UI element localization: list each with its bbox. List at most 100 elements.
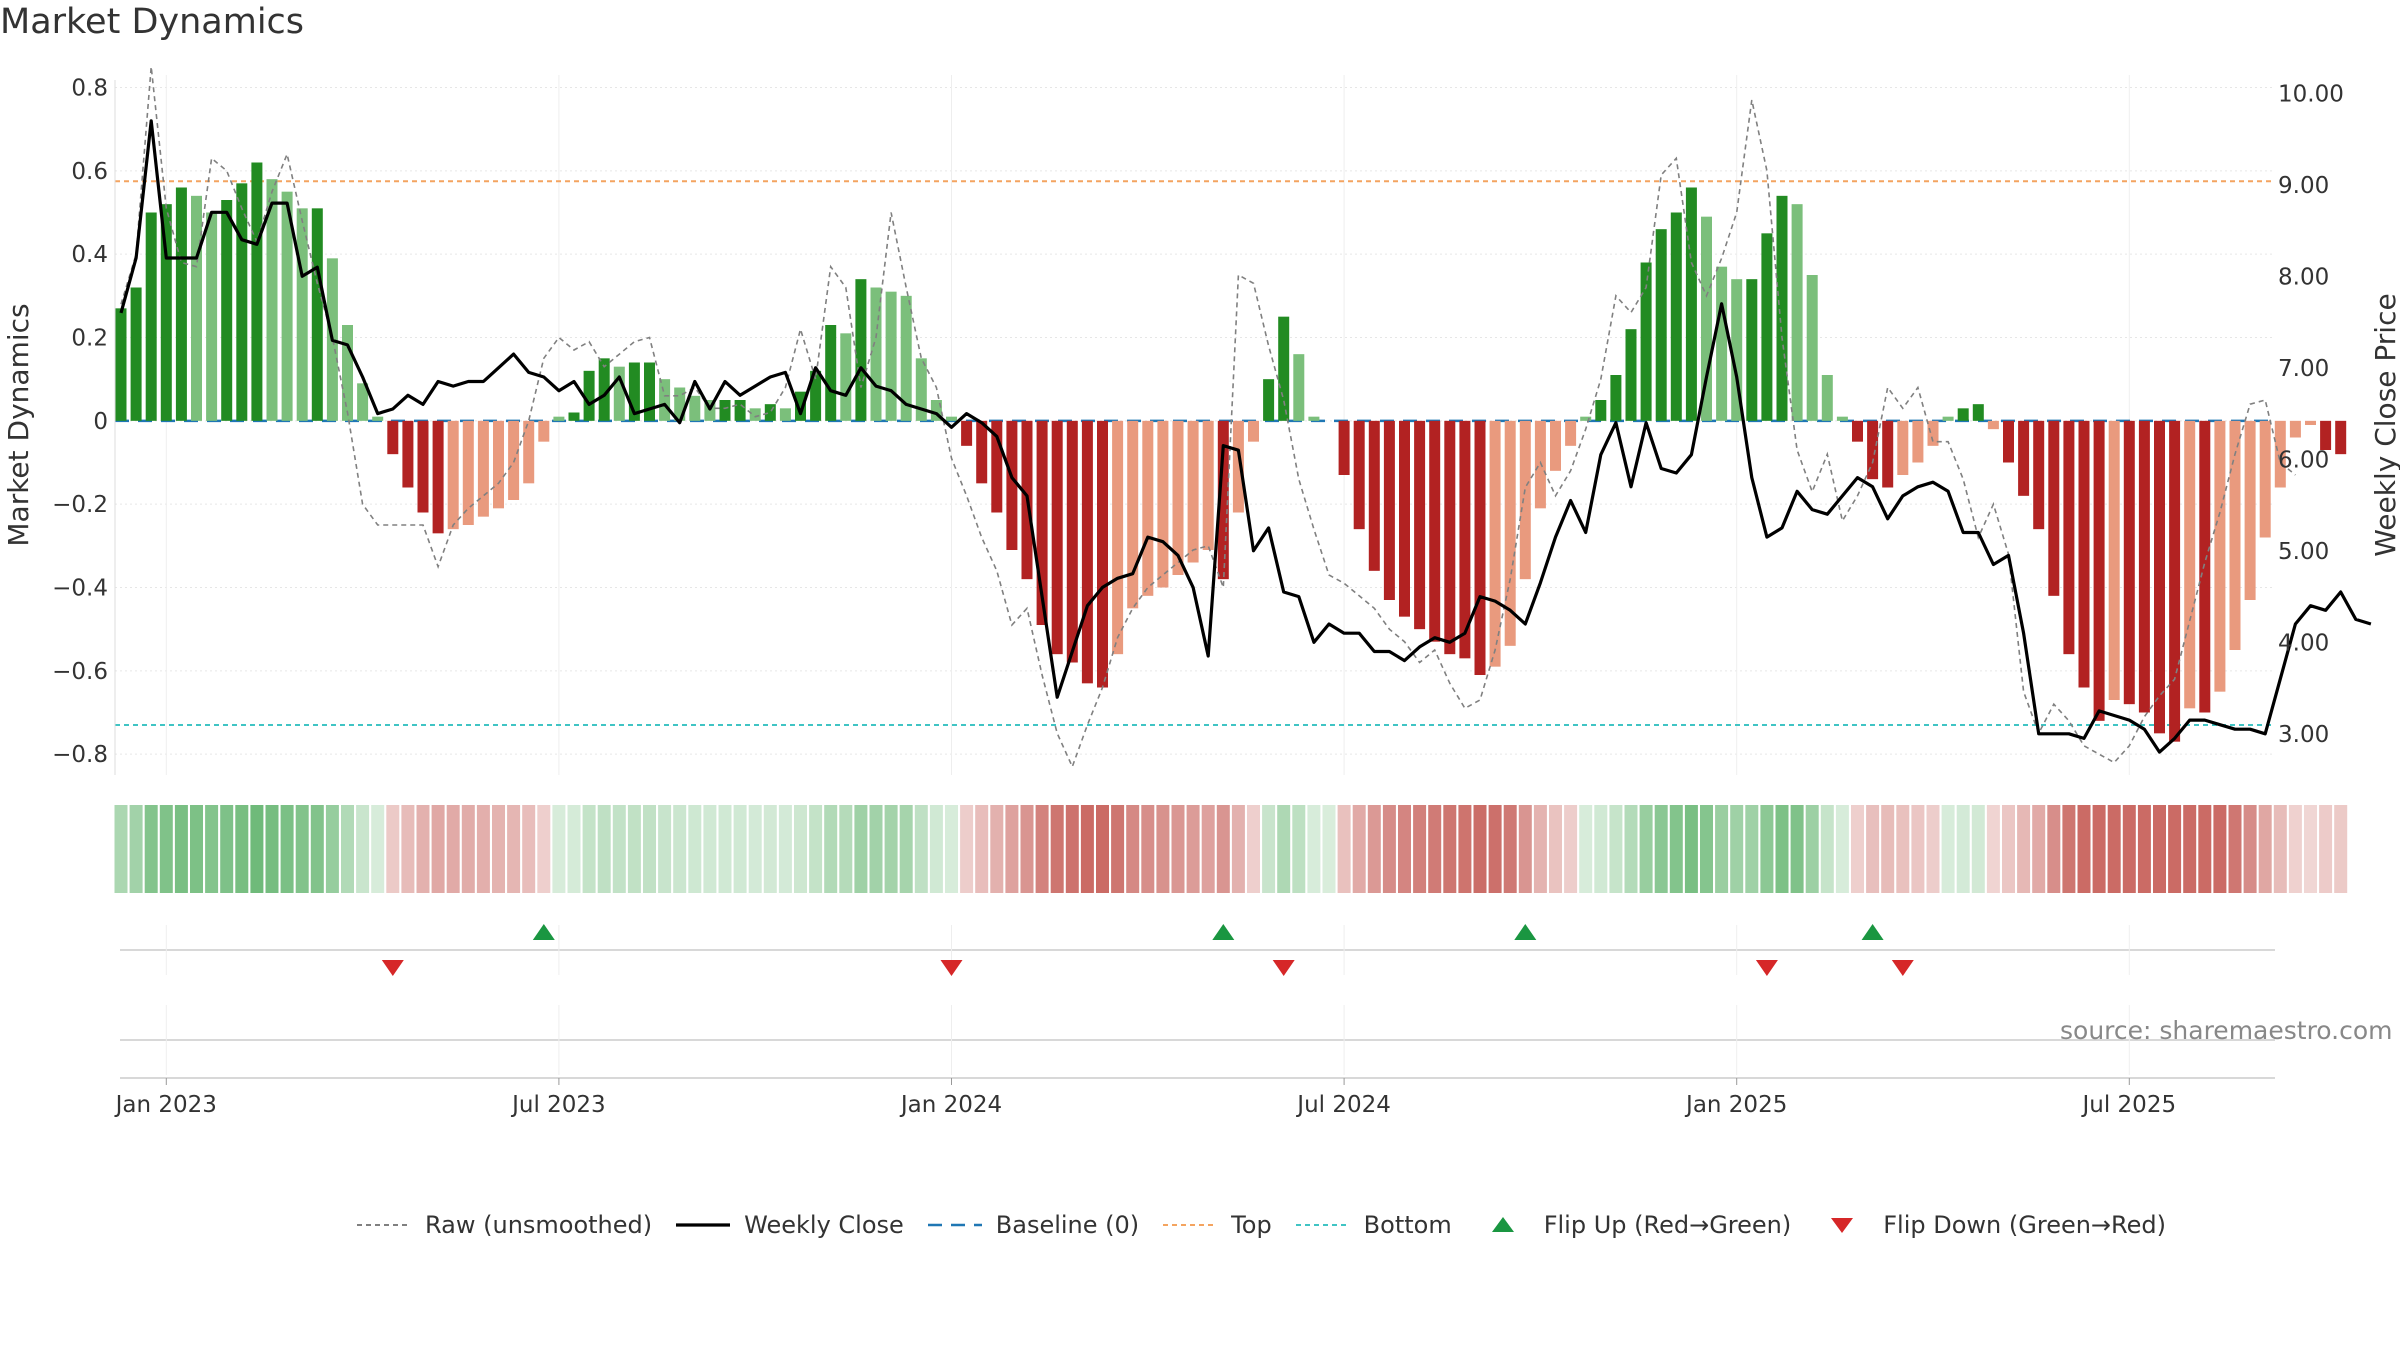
regime-cell: [794, 805, 807, 893]
dynamics-bar: [523, 420, 535, 484]
x-axis: Jan 2023 Jul 2023 Jan 2024 Jul 2024 Jan 2025…: [114, 1077, 2275, 1118]
regime-cell: [386, 805, 400, 893]
dynamics-bar: [2244, 420, 2256, 600]
raw-series: [120, 66, 2296, 769]
left-tick-label: −0.2: [52, 492, 108, 518]
regime-cell: [733, 805, 747, 893]
dynamics-bar: [221, 200, 233, 421]
regime-cell: [1564, 805, 1578, 893]
flip-up-marker: [1514, 924, 1537, 940]
regime-cell: [688, 805, 702, 893]
regime-cell: [778, 805, 792, 893]
regime-cell: [2168, 805, 2182, 893]
dynamics-bar: [493, 420, 504, 509]
regime-cell: [1171, 805, 1185, 893]
left-tick-label: 0.6: [71, 159, 108, 185]
dynamics-bar: [659, 379, 671, 421]
regime-cell: [2288, 805, 2302, 893]
regime-cell: [2304, 805, 2317, 893]
right-tick-label: 9.00: [2278, 173, 2329, 199]
legend-item-flip_down: Flip Down (Green→Red): [1813, 1211, 2166, 1239]
page-title: Market Dynamics: [0, 2, 305, 42]
regime-cell: [2258, 805, 2272, 893]
legend-label: Weekly Close: [744, 1211, 904, 1239]
regime-cell: [2032, 805, 2046, 893]
dynamics-bar: [1066, 420, 1078, 663]
dynamics-bar: [840, 333, 852, 421]
legend: Raw (unsmoothed) Weekly Close Baseline (0)…: [355, 1208, 2188, 1242]
dynamics-bar: [885, 291, 897, 421]
dynamics-bar: [1580, 416, 1592, 421]
dynamics-bar: [628, 362, 640, 421]
regime-cell: [1866, 805, 1880, 893]
regime-cell: [1473, 805, 1487, 893]
legend-item-top: Top: [1161, 1211, 1272, 1239]
dynamics-bar: [613, 366, 625, 421]
dynamics-bar: [1459, 420, 1471, 659]
regime-cell: [537, 805, 551, 893]
regime-cell: [325, 805, 339, 893]
regime-cell: [2319, 805, 2333, 893]
dynamics-bar: [719, 400, 731, 421]
left-tick-label: −0.6: [52, 659, 108, 685]
raw-legend-swatch: [357, 1224, 411, 1226]
dynamics-bar: [145, 212, 157, 421]
regime-cell: [1654, 805, 1668, 893]
regime-cell: [1609, 805, 1623, 893]
regime-cell: [1292, 805, 1306, 893]
regime-cell: [1307, 805, 1321, 893]
dynamics-bar: [1444, 420, 1456, 655]
regime-cell: [1141, 805, 1155, 893]
dynamics-bar: [825, 325, 837, 421]
close-legend-swatch: [676, 1223, 731, 1227]
regime-cell: [839, 805, 853, 893]
dynamics-bar: [1927, 420, 1939, 446]
dynamics-bar: [1112, 420, 1124, 655]
dynamics-bar: [2259, 420, 2271, 538]
dynamics-bar: [1610, 375, 1622, 421]
dynamics-bar: [1429, 420, 1441, 642]
dynamics-bar: [1504, 420, 1516, 646]
dynamics-bar: [2154, 420, 2165, 734]
dynamics-bar: [1414, 420, 1426, 630]
legend-label: Bottom: [1363, 1211, 1452, 1239]
right-tick-label: 3.00: [2278, 722, 2329, 748]
dynamics-bar: [1897, 420, 1909, 475]
regime-cell: [1941, 805, 1955, 893]
dynamics-bar: [1836, 416, 1848, 421]
dynamics-bar: [357, 383, 369, 421]
regime-cell: [1398, 805, 1411, 893]
flip-down-marker: [381, 960, 404, 976]
weekly-close-line: [119, 119, 2372, 754]
dynamics-bar: [160, 204, 172, 421]
regime-cell: [1700, 805, 1713, 893]
dynamics-bar: [432, 420, 444, 534]
dynamics-bar: [538, 420, 550, 442]
regime-cell: [612, 805, 626, 893]
regime-cell: [990, 805, 1004, 893]
regime-cell: [748, 805, 762, 893]
regime-cell: [899, 805, 913, 893]
regime-cell: [1337, 805, 1351, 893]
dynamics-bar: [2214, 420, 2226, 692]
regime-cell: [627, 805, 641, 893]
regime-cell: [1896, 805, 1910, 893]
dynamics-bar: [1987, 420, 1999, 430]
dynamics-bar: [1383, 420, 1395, 600]
regime-cell: [220, 805, 234, 893]
dynamics-bar: [2320, 420, 2332, 450]
regime-cell: [356, 805, 370, 893]
dynamics-bar: [689, 395, 701, 421]
x-tick-label: Jan 2023: [114, 1092, 217, 1118]
dynamics-bar: [1368, 420, 1380, 571]
flip-up-marker: [532, 924, 555, 940]
dynamics-bar: [477, 420, 489, 517]
dynamics-bar: [674, 387, 686, 421]
x-tick-label: Jul 2024: [1295, 1092, 1391, 1118]
regime-cell: [461, 805, 475, 893]
regime-cell: [1518, 805, 1532, 893]
dynamics-bar: [855, 279, 867, 421]
dynamics-bar: [342, 325, 353, 421]
regime-cell: [1428, 805, 1442, 893]
